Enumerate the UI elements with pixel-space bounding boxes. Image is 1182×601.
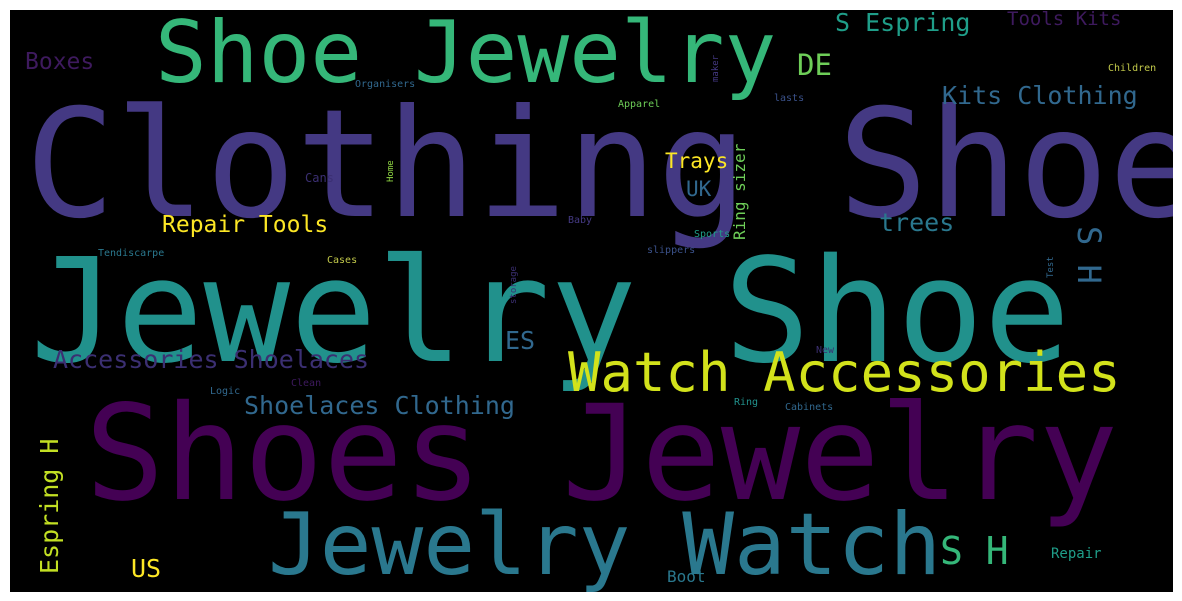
word-repair: Repair xyxy=(1051,546,1102,562)
word-s-h: S H xyxy=(940,529,1009,573)
word-storage: storage xyxy=(509,266,519,304)
word-tendiscarpe: Tendiscarpe xyxy=(98,248,165,259)
word-slippers: slippers xyxy=(647,245,696,256)
word-baby: Baby xyxy=(568,215,593,226)
word-espring-h: Espring H xyxy=(35,438,64,574)
word-cabinets: Cabinets xyxy=(785,402,834,413)
word-shoes-jewelry: Shoes Jewelry xyxy=(85,377,1119,531)
word-shoe-jewelry: Shoe Jewelry xyxy=(155,10,777,103)
word-children: Children xyxy=(1108,63,1157,74)
word-watch-accessories: Watch Accessories xyxy=(568,341,1121,404)
word-home: Home xyxy=(386,160,396,182)
word-cases: Cases xyxy=(327,255,358,266)
word-shoelaces-clothing: Shoelaces Clothing xyxy=(244,391,515,420)
word-es: ES xyxy=(505,326,536,355)
word-ring: Ring xyxy=(734,397,759,408)
word-s-h-vertical: S H xyxy=(1070,226,1108,284)
word-maker: maker xyxy=(711,54,721,82)
word-new: New xyxy=(816,345,835,356)
word-kits-clothing: Kits Clothing xyxy=(942,81,1138,110)
word-jewelry-shoe: Jewelry Shoe xyxy=(30,227,1071,395)
word-logic: Logic xyxy=(210,386,241,397)
word-apparel: Apparel xyxy=(618,99,661,110)
word-test: Test xyxy=(1046,256,1056,278)
word-tools-kits: Tools Kits xyxy=(1007,10,1122,30)
word-accessories-shoelaces: Accessories Shoelaces xyxy=(53,345,370,374)
word-us: US xyxy=(131,554,162,583)
word-organisers: Organisers xyxy=(355,79,416,90)
word-boxes: Boxes xyxy=(25,49,95,75)
word-ring-sizer: Ring sizer xyxy=(730,143,749,240)
word-jewelry-watch: Jewelry Watch xyxy=(268,495,942,592)
word-s-espring: S Espring xyxy=(835,10,971,37)
word-uk: UK xyxy=(686,177,712,201)
word-de: DE xyxy=(797,48,832,82)
word-clean: Clean xyxy=(291,378,322,389)
word-clothing-shoes: Clothing Shoes xyxy=(25,78,1173,252)
word-trees: trees xyxy=(879,208,955,237)
word-repair-tools: Repair Tools xyxy=(162,212,329,238)
word-cloud: Clothing Shoes Jewelry Shoe Shoes Jewelr… xyxy=(10,10,1173,592)
word-lasts: lasts xyxy=(774,93,805,104)
word-cans: Cans xyxy=(305,171,334,185)
word-trays: Trays xyxy=(665,149,729,173)
word-sports: Sports xyxy=(694,229,731,240)
word-boot: Boot xyxy=(667,567,706,586)
